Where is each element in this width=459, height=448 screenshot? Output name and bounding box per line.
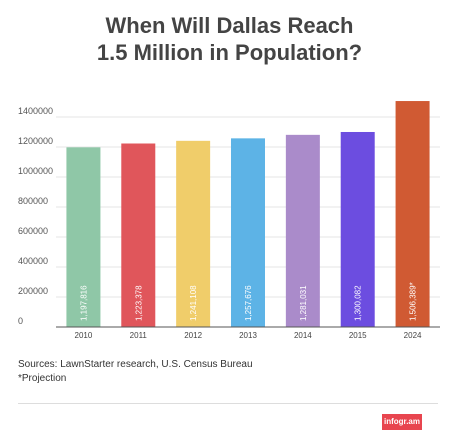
bar-value-label: 1,257,676 xyxy=(244,285,253,321)
x-tick-label: 2011 xyxy=(130,331,148,340)
y-tick-label: 600000 xyxy=(18,226,48,236)
bar-value-label: 1,300,082 xyxy=(354,285,363,321)
bar xyxy=(66,147,101,327)
x-tick-label: 2024 xyxy=(404,331,422,340)
bar xyxy=(231,138,265,327)
projection-note: *Projection xyxy=(18,373,67,384)
x-tick-label: 2014 xyxy=(294,331,312,340)
x-tick-label: 2010 xyxy=(75,331,93,340)
y-tick-label: 1200000 xyxy=(18,136,53,146)
title-line-1: When Will Dallas Reach xyxy=(105,13,354,38)
bar-value-label: 1,197,816 xyxy=(79,285,88,321)
y-tick-label: 1400000 xyxy=(18,106,53,116)
y-tick-label: 400000 xyxy=(18,256,48,266)
bar-value-label: 1,506,389* xyxy=(409,282,418,321)
source-notes: Sources: LawnStarter research, U.S. Cens… xyxy=(18,358,253,386)
bar-value-label: 1,241,108 xyxy=(189,285,198,321)
bar xyxy=(121,143,156,327)
footer-divider xyxy=(18,403,438,404)
bar xyxy=(340,131,375,327)
title-line-2: 1.5 Million in Population? xyxy=(96,40,363,65)
source-text: Sources: LawnStarter research, U.S. Cens… xyxy=(18,359,253,370)
brand-badge[interactable]: infogr.am xyxy=(382,414,422,430)
chart-title: When Will Dallas Reach 1.5 Million in Po… xyxy=(0,12,459,66)
bar xyxy=(395,101,430,327)
x-tick-label: 2012 xyxy=(184,331,202,340)
x-tick-label: 2013 xyxy=(239,331,257,340)
bar xyxy=(176,140,211,327)
y-tick-label: 0 xyxy=(18,316,23,326)
y-tick-label: 200000 xyxy=(18,286,48,296)
x-tick-label: 2015 xyxy=(349,331,367,340)
y-tick-label: 1000000 xyxy=(18,166,53,176)
bar-value-label: 1,223,378 xyxy=(134,285,143,321)
y-tick-label: 800000 xyxy=(18,196,48,206)
bar-value-label: 1,281,031 xyxy=(299,285,308,321)
bar xyxy=(285,134,320,327)
